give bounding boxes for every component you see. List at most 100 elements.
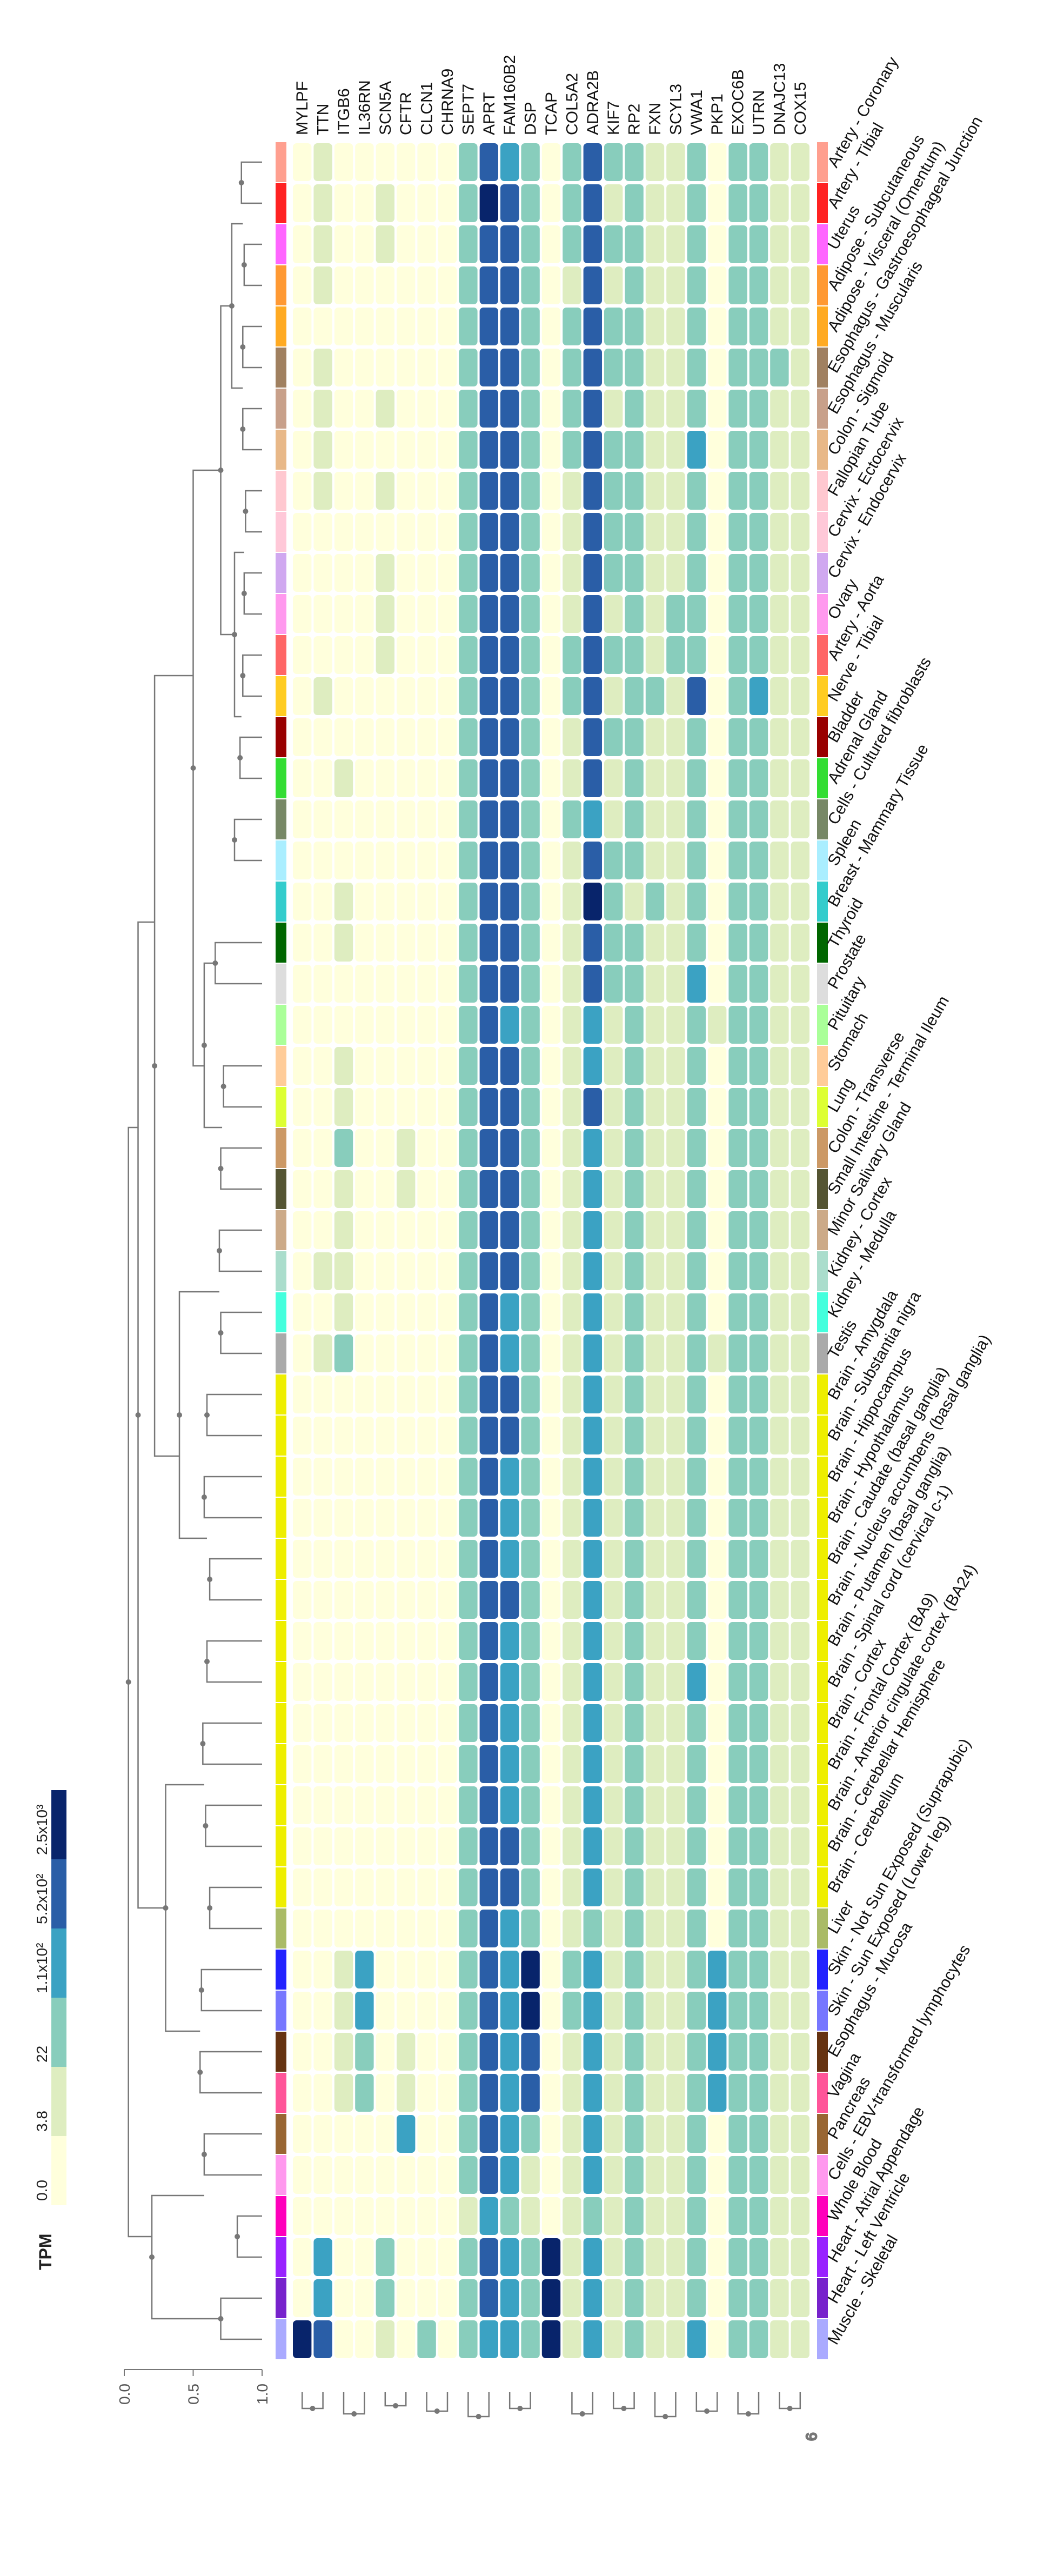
heat-cell	[313, 143, 332, 181]
heat-cell	[376, 225, 394, 263]
heat-cell	[666, 1581, 685, 1619]
heat-cell	[417, 636, 436, 674]
heat-cell	[438, 513, 457, 551]
heat-cell	[313, 636, 332, 674]
heat-cell	[541, 2156, 561, 2194]
heat-cell	[293, 1499, 312, 1537]
heat-cell	[708, 266, 727, 304]
gene-dendrogram-node	[579, 2411, 585, 2417]
heat-cell	[728, 636, 747, 674]
heat-cell	[563, 677, 581, 715]
heat-cell	[479, 595, 498, 633]
gene-dendrogram-branch	[426, 2392, 449, 2412]
heat-cell	[541, 513, 561, 551]
heat-cell	[666, 1540, 685, 1578]
heat-cell	[583, 1951, 602, 1988]
heat-cell	[749, 2115, 768, 2153]
heat-cell	[417, 184, 436, 222]
heat-cell	[334, 1170, 353, 1208]
heat-cell	[376, 349, 394, 386]
heat-cell	[459, 472, 478, 510]
heat-cell	[749, 2238, 768, 2276]
heat-cell	[749, 2320, 768, 2358]
heat-cell	[563, 184, 581, 222]
heat-cell	[583, 883, 602, 920]
heat-cell	[687, 1376, 706, 1413]
heat-cell	[728, 842, 747, 879]
heat-cell	[645, 349, 665, 386]
heat-cell	[563, 1047, 581, 1085]
heat-cell	[355, 1868, 374, 1906]
heat-cell	[521, 1170, 540, 1208]
heat-cell	[376, 1129, 394, 1167]
heat-cell	[397, 349, 416, 386]
heat-cell	[708, 883, 727, 920]
heat-cell	[376, 1047, 394, 1085]
heat-cell	[293, 1417, 312, 1454]
heat-cell	[521, 1499, 540, 1537]
heat-cell	[625, 677, 644, 715]
heat-cell	[770, 1376, 789, 1413]
tissue-color-tile-right	[817, 964, 828, 1004]
heat-cell	[500, 718, 519, 756]
heat-cell	[687, 1745, 706, 1783]
heat-cell	[313, 225, 332, 263]
heat-cell	[625, 1663, 644, 1701]
heat-cell	[541, 2279, 561, 2317]
dendrogram-branch	[137, 921, 166, 1909]
heat-cell	[687, 1910, 706, 1947]
heat-cell	[604, 1827, 623, 1865]
heat-cell	[604, 2115, 623, 2153]
heat-cell	[521, 513, 540, 551]
tissue-color-tile-left	[276, 882, 286, 922]
heat-cell	[521, 718, 540, 756]
heat-cell	[541, 1786, 561, 1824]
heat-cell	[563, 1376, 581, 1413]
heat-cell	[355, 2074, 374, 2112]
heat-cell	[293, 1581, 312, 1619]
heat-cell	[313, 1745, 332, 1783]
heat-cell	[645, 225, 665, 263]
heat-cell	[521, 1745, 540, 1783]
heat-cell	[728, 1458, 747, 1496]
heat-cell	[728, 759, 747, 797]
tissue-color-tile-right	[817, 2155, 828, 2195]
tissue-color-tile-left	[276, 635, 286, 675]
heat-cell	[583, 759, 602, 797]
heat-cell	[355, 2279, 374, 2317]
heat-cell	[687, 1704, 706, 1742]
heat-cell	[645, 1252, 665, 1290]
dendrogram-branch	[242, 654, 262, 697]
heat-cell	[749, 431, 768, 469]
heat-cell	[541, 1129, 561, 1167]
heat-cell	[583, 1170, 602, 1208]
heat-cell	[563, 1499, 581, 1537]
heat-cell	[583, 1047, 602, 1085]
heat-cell	[334, 1499, 353, 1537]
heat-cell	[334, 1417, 353, 1454]
heat-cell	[625, 472, 644, 510]
heat-cell	[645, 1581, 665, 1619]
heat-cell	[417, 349, 436, 386]
heat-cell	[645, 1868, 665, 1906]
heat-cell	[625, 842, 644, 879]
heat-cell	[770, 1868, 789, 1906]
heat-cell	[645, 1129, 665, 1167]
heat-cell	[417, 1293, 436, 1331]
heat-cell	[791, 1047, 809, 1085]
heat-cell	[791, 1704, 809, 1742]
heat-cell	[708, 1334, 727, 1372]
tissue-color-tile-left	[276, 512, 286, 552]
heat-cell	[770, 800, 789, 838]
gene-label: SCYL3	[667, 84, 685, 135]
heat-cell	[397, 2279, 416, 2317]
heat-cell	[791, 1951, 809, 1988]
heat-cell	[479, 2115, 498, 2153]
heat-cell	[479, 2279, 498, 2317]
heat-cell	[625, 1910, 644, 1947]
heat-cell	[583, 1088, 602, 1126]
heat-cell	[438, 965, 457, 1003]
dendrogram-node	[237, 755, 243, 760]
heat-cell	[293, 1376, 312, 1413]
heat-cell	[708, 2156, 727, 2194]
